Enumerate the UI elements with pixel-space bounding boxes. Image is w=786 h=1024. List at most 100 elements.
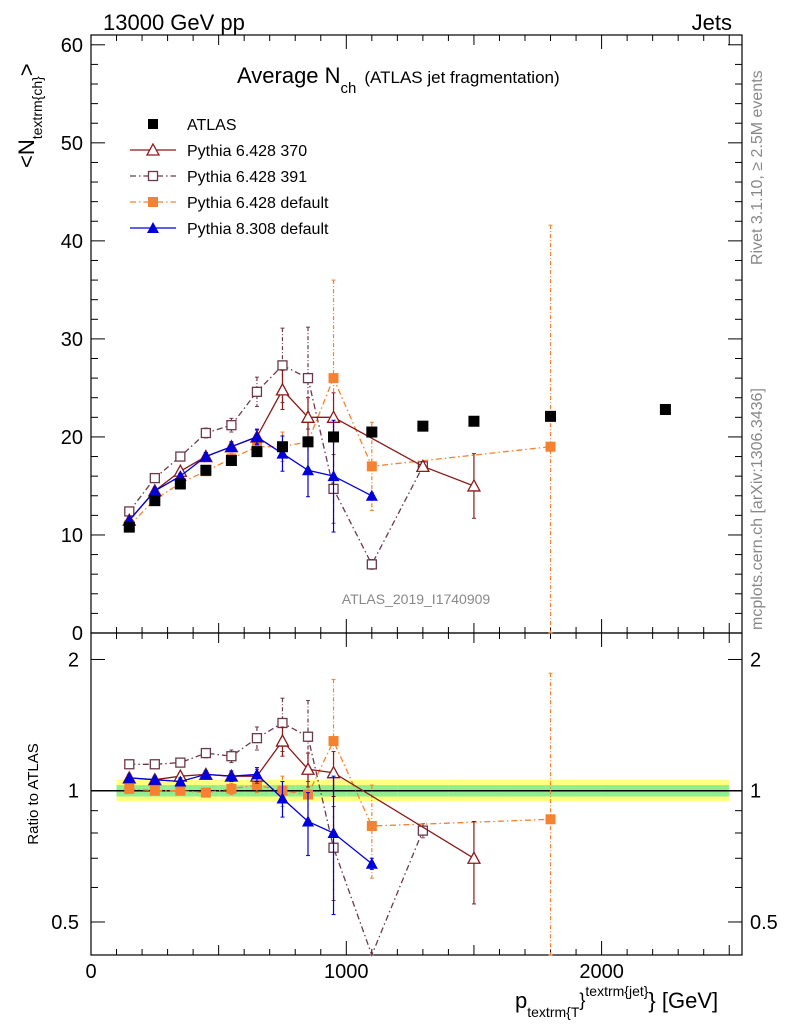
series-line xyxy=(129,739,475,859)
analysis-tag: ATLAS_2019_I1740909 xyxy=(342,591,491,607)
data-point xyxy=(149,785,160,796)
data-point xyxy=(123,521,135,533)
data-point xyxy=(124,759,135,770)
mcplots-text: mcplots.cern.ch [arXiv:1306.3436] xyxy=(749,388,766,630)
data-point xyxy=(417,420,429,432)
ratio-uncertainty-band xyxy=(91,779,742,802)
data-point xyxy=(366,426,378,438)
data-point xyxy=(174,775,187,787)
data-point xyxy=(250,430,263,442)
data-point xyxy=(365,857,378,869)
legend-marker xyxy=(145,142,161,156)
data-point xyxy=(276,441,288,453)
xlabel-sub: textrm{T xyxy=(527,1004,580,1020)
data-point xyxy=(300,761,316,775)
data-point xyxy=(328,736,339,747)
ratio-tick-label-right: 2 xyxy=(750,649,761,671)
data-point xyxy=(302,815,314,827)
legend-marker xyxy=(148,119,158,129)
data-point xyxy=(251,733,263,744)
ratio-tick-label-right: 0.5 xyxy=(750,912,778,934)
data-point xyxy=(200,747,212,759)
data-point xyxy=(328,373,339,384)
y-tick-label: 40 xyxy=(61,231,83,253)
legend-item: Pythia 6.428 391 xyxy=(130,169,307,186)
xlabel-sup: textrm{jet} xyxy=(585,983,648,999)
legend-item: Pythia 6.428 default xyxy=(130,195,329,212)
data-point xyxy=(300,409,316,423)
header-left: 13000 GeV pp xyxy=(103,10,245,35)
data-point xyxy=(200,787,211,798)
top-atlas xyxy=(123,403,671,533)
legend-item: ATLAS xyxy=(148,117,237,134)
data-point xyxy=(366,461,377,472)
legend-label: Pythia 6.428 391 xyxy=(187,169,307,186)
data-point xyxy=(226,751,237,762)
data-point xyxy=(276,792,289,804)
ratio-tick-label-left: 2 xyxy=(68,649,79,671)
legend-marker xyxy=(147,222,159,233)
title-note: (ATLAS jet fragmentation) xyxy=(364,68,559,87)
data-point xyxy=(545,441,556,452)
legend: ATLAS Pythia 6.428 370 Pythia 6.428 391 Pyt… xyxy=(130,117,329,238)
x-tick-label: 2000 xyxy=(579,961,624,983)
xlabel-brace: } xyxy=(579,990,585,1010)
xlabel-p: p xyxy=(515,988,527,1013)
title-sub: ch xyxy=(341,80,357,97)
data-point xyxy=(225,454,237,466)
data-point xyxy=(149,759,160,770)
series-line xyxy=(129,773,373,865)
top-series-group xyxy=(122,224,671,634)
top-axis-ticks: 0 10 20 30 40 50 60 0 1000 2000 xyxy=(61,35,742,983)
header-right: Jets xyxy=(692,10,732,35)
data-point xyxy=(175,757,186,768)
data-point xyxy=(275,733,290,747)
data-point xyxy=(545,410,557,422)
data-point xyxy=(124,783,135,794)
y-tick-label: 0 xyxy=(72,623,83,645)
bottom-series-group xyxy=(122,672,556,957)
xlabel-end: } [GeV] xyxy=(648,988,718,1013)
data-point xyxy=(302,372,314,384)
legend-label: Pythia 8.308 default xyxy=(187,221,329,238)
bottom-ylabel: Ratio to ATLAS xyxy=(25,743,42,844)
rivet-version-text: Rivet 3.1.10, ≥ 2.5M events xyxy=(749,70,766,265)
data-point xyxy=(328,431,340,443)
y-tick-label: 20 xyxy=(61,427,83,449)
data-point xyxy=(415,458,430,472)
x-tick-label: 1000 xyxy=(324,961,369,983)
data-point xyxy=(148,484,161,496)
top-pythia-8-308-default xyxy=(123,419,378,533)
data-point xyxy=(200,464,212,476)
data-point xyxy=(123,771,136,783)
bottom-axis-ticks: 0.5 1 2 0.5 1 2 xyxy=(51,649,778,934)
data-point xyxy=(545,814,556,825)
ratio-tick-label-right: 1 xyxy=(750,781,761,803)
x-tick-label: 0 xyxy=(85,961,96,983)
data-point xyxy=(200,427,212,439)
data-point xyxy=(174,470,187,482)
data-point xyxy=(199,450,212,462)
plot-title: Average Nch (ATLAS jet fragmentation) xyxy=(237,63,560,97)
data-point xyxy=(149,472,160,484)
y-tick-label: 30 xyxy=(61,329,83,351)
data-point xyxy=(466,850,482,864)
data-point xyxy=(302,731,314,742)
data-point xyxy=(251,446,263,458)
data-point xyxy=(302,464,314,476)
ylabel-end: > xyxy=(14,63,39,76)
legend-item: Pythia 8.308 default xyxy=(130,221,329,238)
y-tick-label: 10 xyxy=(61,525,83,547)
legend-marker xyxy=(148,197,158,207)
data-point xyxy=(251,780,262,791)
data-point xyxy=(302,436,314,448)
series-line xyxy=(129,739,551,827)
data-point xyxy=(277,717,288,729)
data-point xyxy=(226,420,237,431)
x-axis-label: ptextrm{T}textrm{jet}} [GeV] xyxy=(515,983,718,1020)
ratio-pythia-8-308-default xyxy=(123,767,378,916)
data-point xyxy=(659,403,671,415)
bottom-panel-frame xyxy=(90,632,743,956)
data-point xyxy=(149,495,161,507)
